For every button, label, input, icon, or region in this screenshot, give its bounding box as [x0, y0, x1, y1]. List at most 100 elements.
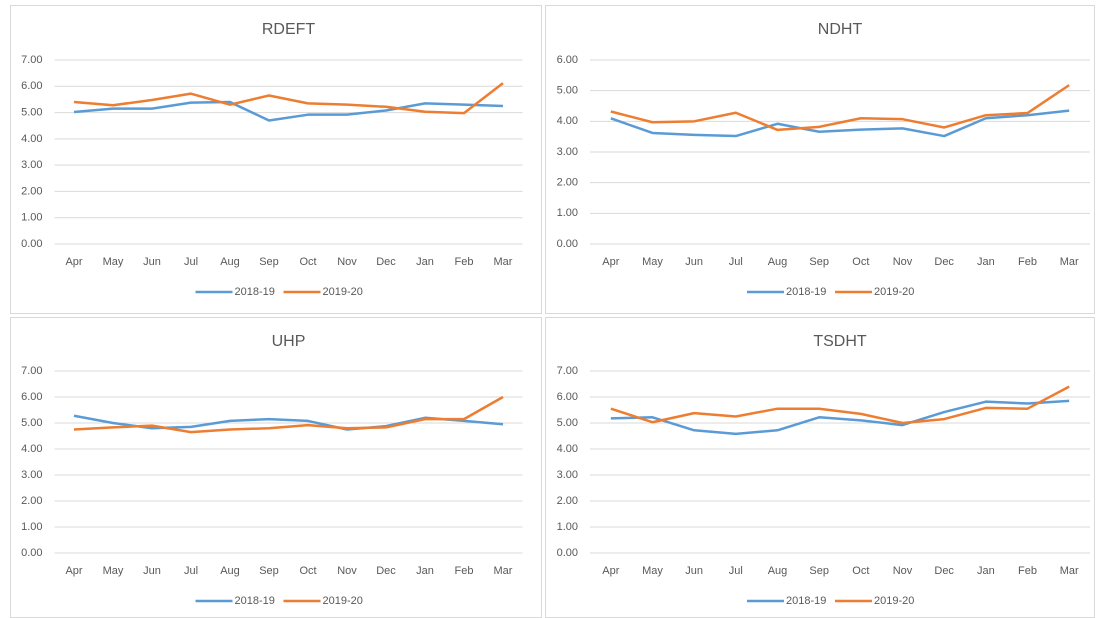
y-tick-label: 4.00 [21, 443, 42, 455]
y-tick-label: 0.00 [557, 238, 578, 250]
x-tick-label: Apr [65, 256, 82, 268]
x-tick-label: Jul [729, 256, 743, 268]
series-line [73, 100, 504, 122]
x-tick-label: Jun [143, 565, 161, 577]
legend-label: 2019-20 [874, 286, 914, 298]
y-tick-label: 7.00 [21, 54, 42, 66]
x-tick-label: Dec [376, 565, 396, 577]
x-tick-label: Nov [337, 256, 357, 268]
x-tick-label: Jun [143, 256, 161, 268]
series-line [73, 82, 504, 115]
series-line [73, 395, 504, 434]
x-tick-label: Apr [602, 565, 619, 577]
y-tick-label: 3.00 [21, 159, 42, 171]
x-tick-label: Nov [893, 256, 913, 268]
x-tick-label: Mar [1060, 256, 1079, 268]
chart-title: RDEFT [262, 21, 316, 38]
y-tick-label: 2.00 [557, 495, 578, 507]
x-tick-label: Jan [416, 256, 434, 268]
y-tick-label: 2.00 [557, 177, 578, 189]
x-tick-label: Aug [768, 256, 788, 268]
y-tick-label: 5.00 [557, 85, 578, 97]
y-tick-label: 2.00 [21, 495, 42, 507]
x-tick-label: Apr [65, 565, 82, 577]
x-tick-label: Jan [977, 565, 995, 577]
x-tick-label: Jan [416, 565, 434, 577]
chart-panel [10, 5, 542, 314]
legend-label: 2018-19 [786, 286, 826, 298]
chart-title: TSDHT [813, 333, 867, 350]
x-tick-label: Jun [685, 256, 703, 268]
y-tick-label: 3.00 [21, 469, 42, 481]
y-tick-label: 7.00 [21, 365, 42, 377]
y-tick-label: 1.00 [557, 207, 578, 219]
x-tick-label: Aug [220, 256, 240, 268]
y-tick-label: 4.00 [557, 115, 578, 127]
x-tick-label: Nov [337, 565, 357, 577]
x-tick-label: Aug [220, 565, 240, 577]
y-tick-label: 5.00 [21, 417, 42, 429]
x-tick-label: Jun [685, 565, 703, 577]
x-tick-label: Jul [184, 256, 198, 268]
legend-label: 2019-20 [323, 286, 363, 298]
y-tick-label: 6.00 [21, 80, 42, 92]
chart-panel [545, 5, 1095, 314]
y-tick-label: 3.00 [557, 146, 578, 158]
x-tick-label: May [103, 256, 124, 268]
y-tick-label: 4.00 [21, 133, 42, 145]
y-tick-label: 1.00 [21, 521, 42, 533]
y-tick-label: 7.00 [557, 365, 578, 377]
y-tick-label: 6.00 [21, 391, 42, 403]
x-tick-label: Sep [809, 565, 829, 577]
x-tick-label: Mar [494, 256, 513, 268]
x-tick-label: Sep [809, 256, 829, 268]
chart-title: NDHT [818, 21, 863, 38]
x-tick-label: Oct [852, 565, 869, 577]
x-tick-label: May [642, 256, 663, 268]
x-tick-label: Oct [852, 256, 869, 268]
x-tick-label: Dec [934, 256, 954, 268]
legend-label: 2019-20 [874, 595, 914, 607]
series-line [610, 84, 1070, 132]
x-tick-label: Mar [1060, 565, 1079, 577]
x-tick-label: May [642, 565, 663, 577]
series-line [610, 399, 1070, 436]
legend-label: 2019-20 [323, 595, 363, 607]
x-tick-label: Jul [729, 565, 743, 577]
x-tick-label: Feb [455, 565, 474, 577]
x-tick-label: Jan [977, 256, 995, 268]
x-tick-label: Feb [1018, 256, 1037, 268]
x-tick-label: Nov [893, 565, 913, 577]
y-tick-label: 1.00 [21, 212, 42, 224]
legend-label: 2018-19 [786, 595, 826, 607]
x-tick-label: Feb [455, 256, 474, 268]
y-tick-label: 0.00 [557, 547, 578, 559]
x-tick-label: May [103, 565, 124, 577]
series-line [610, 385, 1070, 425]
series-line [610, 109, 1070, 138]
x-tick-label: Sep [259, 565, 279, 577]
legend-label: 2018-19 [235, 595, 275, 607]
y-tick-label: 6.00 [557, 54, 578, 66]
x-tick-label: Oct [299, 565, 316, 577]
y-tick-label: 3.00 [557, 469, 578, 481]
y-tick-label: 0.00 [21, 238, 42, 250]
x-tick-label: Feb [1018, 565, 1037, 577]
y-tick-label: 6.00 [557, 391, 578, 403]
y-tick-label: 0.00 [21, 547, 42, 559]
y-tick-label: 5.00 [557, 417, 578, 429]
chart-title: UHP [272, 333, 306, 350]
x-tick-label: Apr [602, 256, 619, 268]
y-tick-label: 5.00 [21, 106, 42, 118]
x-tick-label: Dec [376, 256, 396, 268]
x-tick-label: Sep [259, 256, 279, 268]
chart-panel [545, 317, 1095, 618]
x-tick-label: Aug [768, 565, 788, 577]
x-tick-label: Jul [184, 565, 198, 577]
y-tick-label: 4.00 [557, 443, 578, 455]
legend-label: 2018-19 [235, 286, 275, 298]
y-tick-label: 1.00 [557, 521, 578, 533]
x-tick-label: Oct [299, 256, 316, 268]
